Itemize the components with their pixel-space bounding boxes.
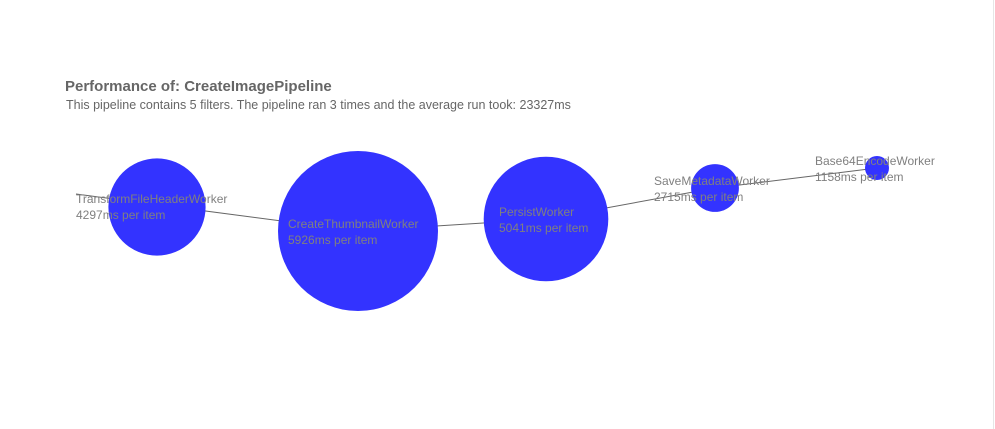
filter-time-label: 5041ms per item: [499, 221, 588, 235]
node-layer: [108, 151, 889, 311]
filter-name-label: SaveMetadataWorker: [654, 174, 770, 188]
label-layer: TransformFileHeaderWorker 4297ms per item…: [76, 154, 935, 247]
right-border: [993, 0, 994, 429]
filter-time-label: 2715ms per item: [654, 190, 743, 204]
filter-node[interactable]: [691, 164, 739, 212]
filter-name-label: CreateThumbnailWorker: [288, 217, 419, 231]
page-title: Performance of: CreateImagePipeline: [65, 78, 332, 95]
filter-name-label: TransformFileHeaderWorker: [76, 192, 227, 206]
filter-name-label: PersistWorker: [499, 205, 574, 219]
page-subtitle: This pipeline contains 5 filters. The pi…: [66, 98, 571, 112]
filter-time-label: 4297ms per item: [76, 208, 165, 222]
filter-node[interactable]: [865, 156, 889, 180]
filter-name-label: Base64EncodeWorker: [815, 154, 935, 168]
connector-line: [714, 167, 878, 189]
filter-node[interactable]: [483, 156, 609, 282]
filter-node[interactable]: [108, 158, 206, 256]
filter-time-label: 5926ms per item: [288, 233, 377, 247]
filter-time-label: 1158ms per item: [815, 170, 903, 184]
filter-node[interactable]: [278, 151, 438, 311]
